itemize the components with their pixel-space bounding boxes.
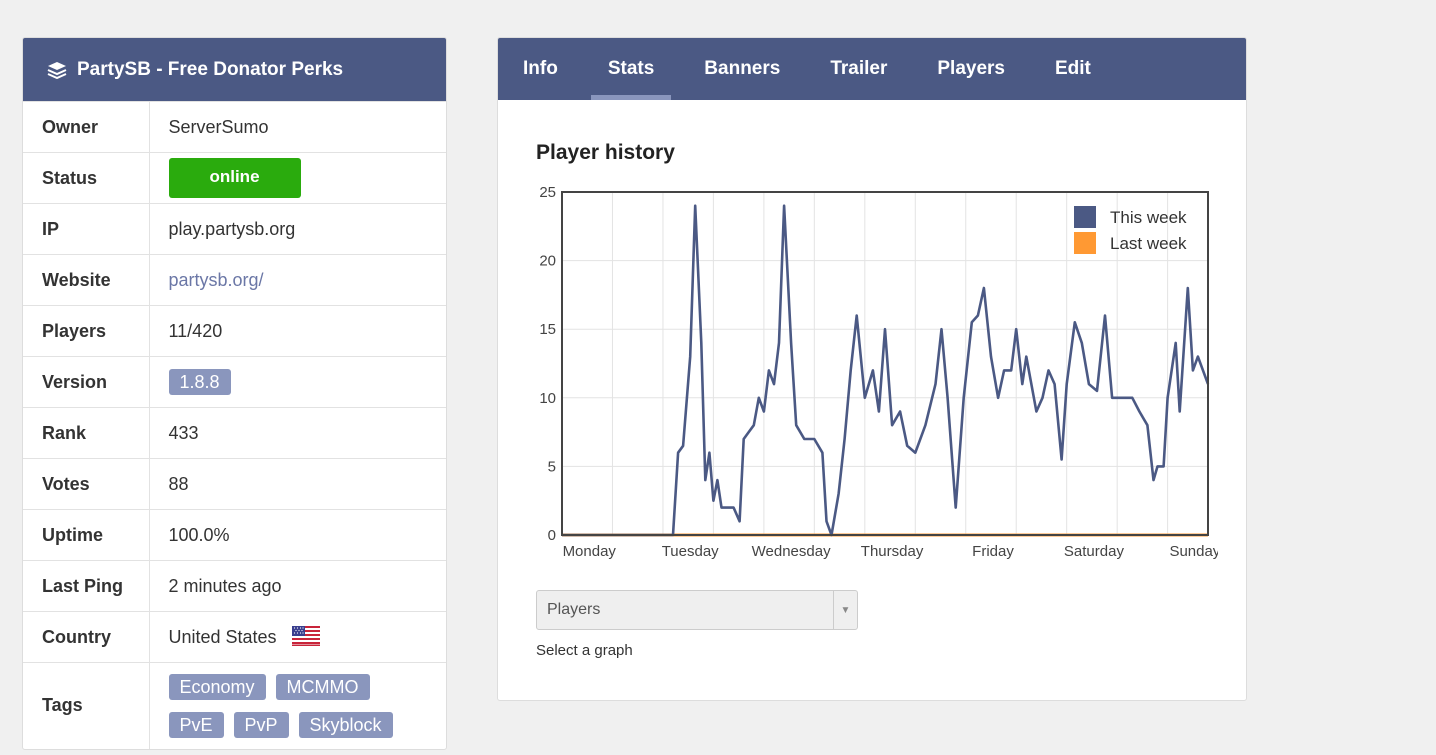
server-title: PartySB - Free Donator Perks (77, 58, 344, 80)
tab-banners[interactable]: Banners (704, 58, 781, 79)
y-tick-label: 0 (548, 527, 556, 544)
y-tick-label: 25 (539, 184, 556, 201)
x-tick-label: Monday (563, 543, 617, 560)
tab-edit[interactable]: Edit (1055, 58, 1091, 79)
owner-label: Owner (23, 101, 150, 153)
us-flag-icon (291, 626, 320, 646)
ip-label: IP (23, 203, 150, 255)
x-tick-label: Friday (972, 543, 1014, 560)
row-ip: IP play.partysb.org (23, 203, 446, 255)
tag-economy[interactable]: Economy (168, 673, 266, 700)
row-players: Players 11/420 (23, 305, 446, 357)
graph-select-help: Select a graph (536, 642, 633, 659)
tab-info[interactable]: Info (523, 58, 558, 79)
legend-label: This week (1110, 208, 1187, 227)
y-tick-label: 10 (539, 390, 556, 407)
chevron-down-icon: ▼ (833, 591, 857, 629)
graph-select[interactable]: Players ▼ (536, 590, 858, 630)
tag-pvp[interactable]: PvP (233, 711, 289, 738)
tag-list: Economy MCMMO PvE PvP Skyblock (168, 664, 419, 748)
country-value: United States (168, 627, 277, 647)
x-tick-label: Tuesday (662, 543, 719, 560)
uptime-label: Uptime (23, 509, 150, 561)
status-badge: online (168, 158, 301, 198)
series-line-this-week (562, 204, 1210, 537)
chart-heading: Player history (536, 141, 675, 164)
y-tick-label: 15 (539, 321, 556, 338)
version-label: Version (23, 356, 150, 408)
votes-value: 88 (149, 458, 446, 510)
server-info-header: PartySB - Free Donator Perks (23, 38, 446, 101)
server-info-panel: PartySB - Free Donator Perks Owner Serve… (22, 37, 447, 750)
last-ping-label: Last Ping (23, 560, 150, 612)
owner-value: ServerSumo (149, 101, 446, 153)
stack-icon (47, 61, 67, 79)
server-info-table: Owner ServerSumo Status online IP play.p… (23, 101, 446, 749)
row-website: Website partysb.org/ (23, 254, 446, 306)
status-label: Status (23, 152, 150, 204)
tab-players[interactable]: Players (937, 58, 1005, 79)
tag-skyblock[interactable]: Skyblock (298, 711, 393, 738)
legend-swatch (1074, 232, 1096, 254)
row-country: Country United States (23, 611, 446, 663)
last-ping-value: 2 minutes ago (149, 560, 446, 612)
row-uptime: Uptime 100.0% (23, 509, 446, 561)
row-last-ping: Last Ping 2 minutes ago (23, 560, 446, 612)
website-label: Website (23, 254, 150, 306)
x-tick-label: Thursday (861, 543, 924, 560)
y-tick-label: 20 (539, 253, 556, 270)
row-votes: Votes 88 (23, 458, 446, 510)
row-rank: Rank 433 (23, 407, 446, 459)
tab-bar: Info Stats Banners Trailer Players Edit (498, 38, 1246, 100)
stats-panel: Info Stats Banners Trailer Players Edit … (497, 37, 1247, 701)
row-tags: Tags Economy MCMMO PvE PvP Skyblock (23, 662, 446, 749)
players-label: Players (23, 305, 150, 357)
graph-select-value: Players (547, 601, 601, 618)
rank-label: Rank (23, 407, 150, 459)
plot-frame (561, 191, 1209, 536)
version-badge: 1.8.8 (168, 369, 231, 395)
row-status: Status online (23, 152, 446, 204)
legend-swatch (1074, 206, 1096, 228)
x-tick-label: Sunday (1169, 543, 1218, 560)
website-link[interactable]: partysb.org/ (168, 269, 264, 290)
legend-label: Last week (1110, 234, 1187, 253)
tag-pve[interactable]: PvE (168, 711, 224, 738)
tab-stats[interactable]: Stats (590, 38, 672, 100)
votes-label: Votes (23, 458, 150, 510)
x-tick-label: Saturday (1064, 543, 1125, 560)
x-tick-label: Wednesday (752, 543, 831, 560)
tag-mcmmo[interactable]: MCMMO (275, 673, 370, 700)
uptime-value: 100.0% (149, 509, 446, 561)
tags-label: Tags (23, 662, 150, 749)
players-value: 11/420 (149, 305, 446, 357)
ip-value: play.partysb.org (149, 203, 446, 255)
row-version: Version 1.8.8 (23, 356, 446, 408)
country-label: Country (23, 611, 150, 663)
player-history-chart: 0 5 10 15 20 25 Monday Tuesday Wednesday Thursday… (539, 184, 1218, 560)
row-owner: Owner ServerSumo (23, 101, 446, 153)
y-tick-label: 5 (548, 458, 556, 475)
tab-trailer[interactable]: Trailer (830, 58, 888, 79)
rank-value: 433 (149, 407, 446, 459)
